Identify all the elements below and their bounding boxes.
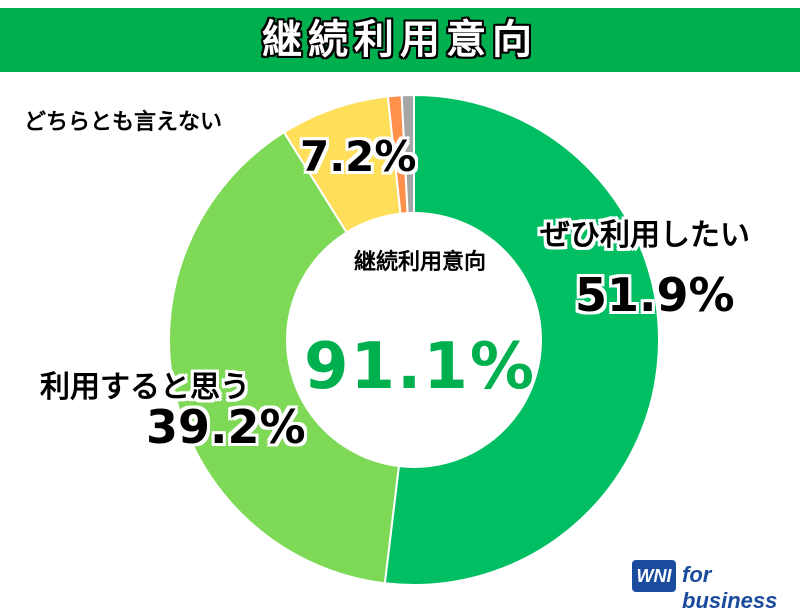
title-bar bbox=[0, 8, 800, 72]
center-label: 継続利用意向 bbox=[353, 250, 486, 275]
donut-hole bbox=[286, 212, 542, 468]
slice-label-0: ぜひ利用したい bbox=[540, 218, 750, 253]
center-value: 91.1% bbox=[303, 330, 537, 404]
donut-chart bbox=[168, 93, 660, 586]
logo-text: for business bbox=[682, 562, 778, 613]
wni-logo: WNI bbox=[632, 560, 676, 592]
slice-value-2: 7.2% bbox=[300, 132, 417, 181]
slice-value-0: 51.9% bbox=[575, 268, 735, 322]
slice-label-2: どちらとも言えない bbox=[24, 110, 223, 135]
chart-title: 継続利用意向 bbox=[262, 17, 538, 63]
slice-value-1: 39.2% bbox=[146, 400, 306, 454]
slice-label-1: 利用すると思う bbox=[40, 370, 250, 405]
